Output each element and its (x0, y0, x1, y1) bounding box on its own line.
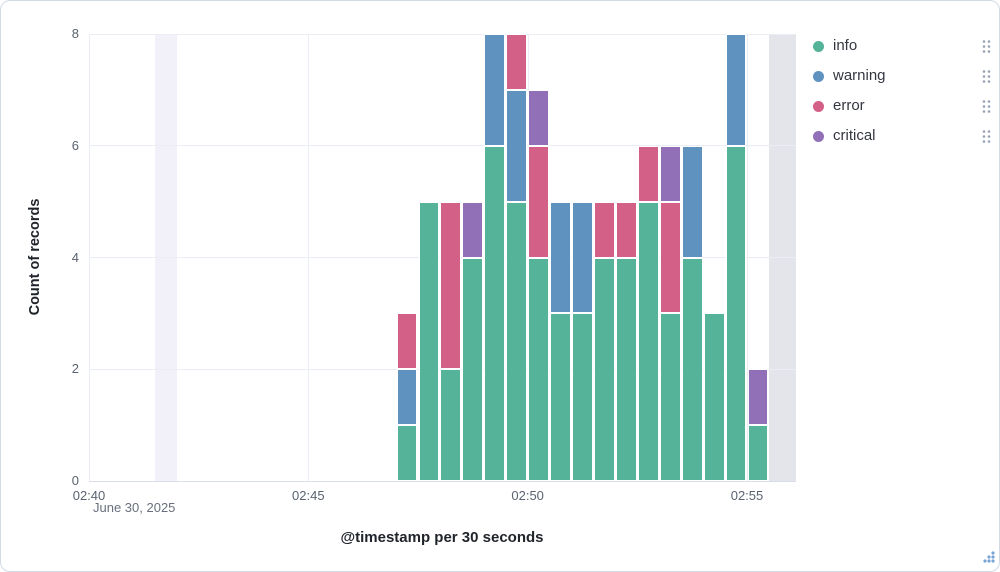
x-gridline (747, 34, 748, 481)
legend-item-critical[interactable]: critical (813, 121, 991, 151)
bar-segment-error[interactable] (615, 201, 637, 258)
y-tick-label: 8 (71, 26, 79, 41)
bar-segment-error[interactable] (593, 201, 615, 258)
bar-segment-warning[interactable] (550, 201, 572, 314)
resize-handle-icon[interactable] (980, 548, 996, 569)
bar-segment-warning[interactable] (484, 34, 506, 146)
x-axis-title: @timestamp per 30 seconds (340, 529, 544, 546)
legend-label: warning (833, 67, 886, 84)
legend-actions-icon[interactable] (982, 99, 991, 114)
bar-segment-info[interactable] (572, 313, 593, 481)
bar-segment-info[interactable] (615, 257, 637, 481)
legend-actions-icon[interactable] (982, 39, 991, 54)
bar-segment-error[interactable] (506, 34, 528, 90)
legend-actions-icon[interactable] (982, 69, 991, 84)
bar-segment-info[interactable] (637, 201, 659, 481)
x-axis-date-context: June 30, 2025 (93, 500, 176, 515)
bar-segment-error[interactable] (396, 313, 418, 370)
bar-segment-info[interactable] (462, 257, 484, 481)
bar-segment-info[interactable] (593, 257, 615, 481)
bar-segment-warning[interactable] (572, 201, 593, 314)
legend-color-dot (813, 70, 824, 82)
legend-label: info (833, 37, 858, 54)
x-gridline (308, 34, 310, 481)
legend-color-dot (813, 100, 824, 112)
y-gridline (89, 480, 796, 482)
bar-segment-info[interactable] (747, 425, 769, 481)
bar-segment-warning[interactable] (506, 89, 528, 202)
bar-segment-warning[interactable] (681, 145, 703, 258)
legend-color-dot (813, 40, 824, 52)
x-tick-label: 02:45 (292, 488, 325, 503)
y-tick-label: 4 (71, 249, 79, 265)
y-axis-line (89, 34, 90, 481)
bar-segment-critical[interactable] (747, 369, 769, 426)
y-gridline (89, 33, 796, 35)
bar-segment-critical[interactable] (528, 89, 550, 146)
y-tick-label: 6 (71, 137, 79, 153)
legend-actions-icon[interactable] (982, 129, 991, 144)
bar-segment-critical[interactable] (659, 145, 681, 202)
x-tick-label: 02:55 (730, 488, 764, 503)
y-tick-label: 2 (71, 361, 79, 377)
bar-segment-info[interactable] (550, 313, 572, 481)
y-gridline (89, 145, 796, 147)
bar-segment-info[interactable] (659, 313, 681, 481)
bar-segment-warning[interactable] (396, 369, 418, 426)
bar-segment-error[interactable] (637, 145, 659, 202)
legend-label: error (833, 97, 865, 114)
bar-segment-info[interactable] (528, 257, 550, 481)
bar-segment-error[interactable] (659, 201, 681, 314)
y-axis-title: Count of records (27, 198, 43, 316)
legend: info warning error critical (813, 31, 991, 151)
bar-segment-critical[interactable] (462, 201, 484, 258)
x-tick-label: 02:50 (511, 488, 544, 503)
bar-segment-info[interactable] (484, 145, 506, 481)
legend-label: critical (833, 127, 876, 144)
bar-segment-info[interactable] (725, 145, 747, 481)
legend-color-dot (813, 130, 824, 142)
bar-segment-error[interactable] (528, 145, 550, 258)
y-tick-label: 0 (71, 473, 79, 488)
bar-segment-error[interactable] (440, 201, 462, 370)
bar-segment-info[interactable] (703, 313, 725, 481)
bar-segment-warning[interactable] (725, 34, 747, 146)
legend-item-error[interactable]: error (813, 91, 991, 121)
bar-segment-info[interactable] (418, 201, 440, 481)
legend-item-warning[interactable]: warning (813, 61, 991, 91)
bar-segment-info[interactable] (396, 425, 418, 481)
bar-segment-info[interactable] (506, 201, 528, 481)
legend-item-info[interactable]: info (813, 31, 991, 61)
x-tick-label: 02:40 (72, 488, 106, 503)
bar-segment-info[interactable] (440, 369, 462, 481)
bar-segment-info[interactable] (681, 257, 703, 481)
